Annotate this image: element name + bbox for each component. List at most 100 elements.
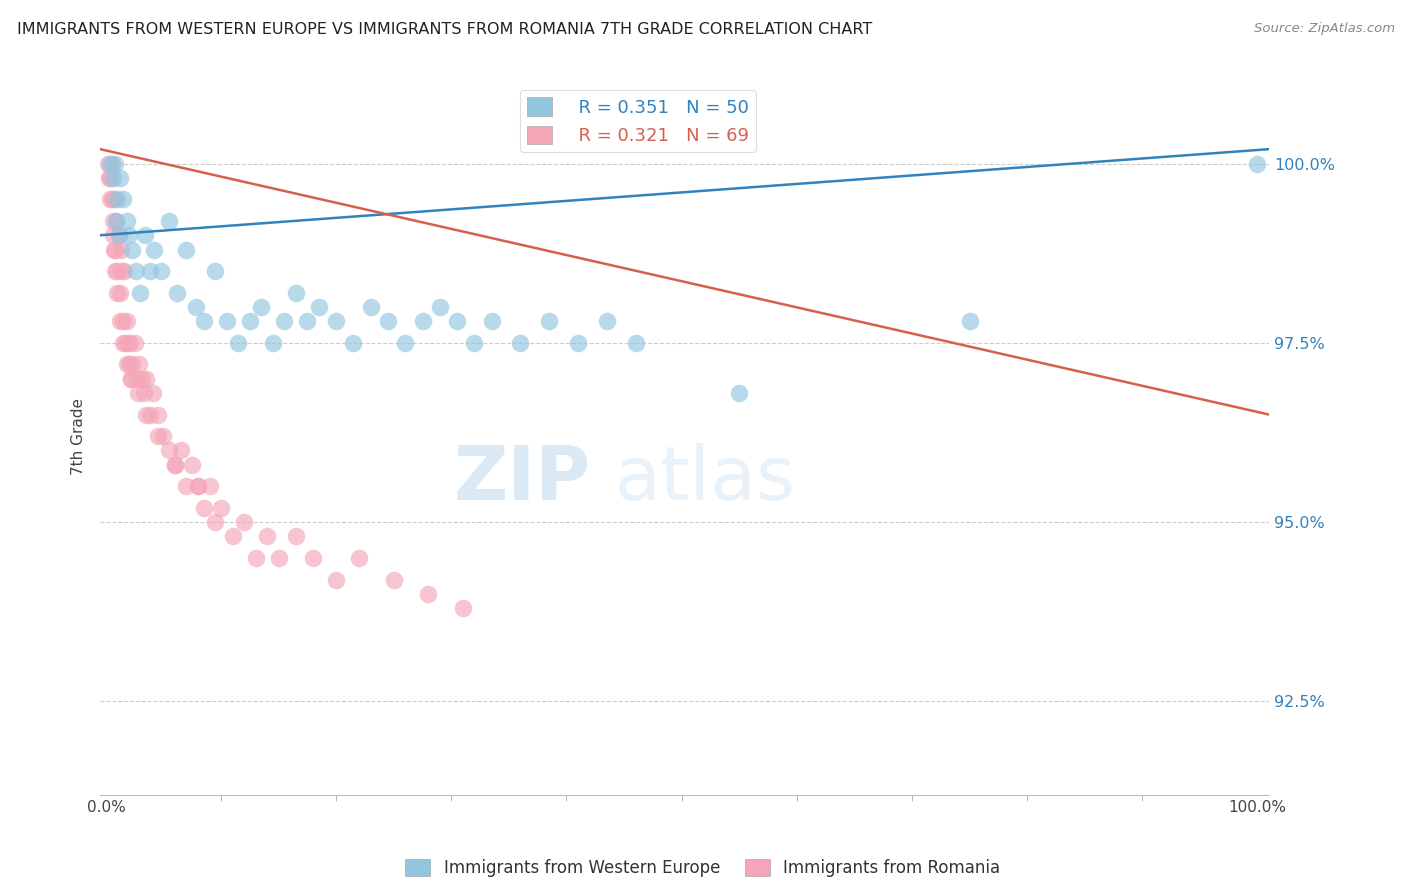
Point: [176, 243, 198, 257]
Point: [187, 479, 209, 493]
Point: [209, 500, 232, 515]
Point: [132, 386, 155, 401]
Point: [118, 228, 141, 243]
Point: [204, 264, 226, 278]
Legend:   R = 0.351   N = 50,   R = 0.321   N = 69: R = 0.351 N = 50, R = 0.321 N = 69: [520, 90, 756, 153]
Point: [221, 529, 243, 543]
Point: [624, 335, 647, 350]
Text: IMMIGRANTS FROM WESTERN EUROPE VS IMMIGRANTS FROM ROMANIA 7TH GRADE CORRELATION : IMMIGRANTS FROM WESTERN EUROPE VS IMMIGR…: [17, 22, 872, 37]
Point: [121, 357, 143, 371]
Point: [250, 300, 273, 314]
Point: [152, 429, 174, 443]
Point: [107, 228, 129, 243]
Point: [131, 372, 153, 386]
Point: [567, 335, 589, 350]
Point: [184, 300, 207, 314]
Point: [110, 243, 132, 257]
Point: [100, 193, 122, 207]
Point: [101, 170, 124, 185]
Point: [129, 285, 152, 300]
Point: [135, 408, 157, 422]
Point: [233, 515, 256, 529]
Point: [125, 264, 148, 278]
Point: [360, 300, 382, 314]
Point: [382, 573, 405, 587]
Point: [226, 335, 249, 350]
Point: [115, 314, 138, 328]
Point: [107, 264, 129, 278]
Point: [481, 314, 503, 328]
Text: ZIP: ZIP: [454, 442, 591, 516]
Point: [100, 156, 122, 170]
Point: [429, 300, 451, 314]
Point: [256, 529, 278, 543]
Point: [114, 335, 136, 350]
Point: [538, 314, 561, 328]
Point: [347, 551, 370, 566]
Point: [394, 335, 416, 350]
Point: [101, 228, 124, 243]
Point: [150, 264, 173, 278]
Point: [959, 314, 981, 328]
Point: [120, 335, 142, 350]
Point: [267, 551, 290, 566]
Point: [187, 479, 209, 493]
Text: Source: ZipAtlas.com: Source: ZipAtlas.com: [1254, 22, 1395, 36]
Point: [112, 335, 135, 350]
Point: [100, 193, 122, 207]
Legend: Immigrants from Western Europe, Immigrants from Romania: Immigrants from Western Europe, Immigran…: [399, 852, 1007, 884]
Point: [112, 314, 135, 328]
Y-axis label: 7th Grade: 7th Grade: [72, 398, 86, 475]
Point: [104, 243, 127, 257]
Point: [342, 335, 364, 350]
Point: [146, 408, 169, 422]
Point: [120, 372, 142, 386]
Point: [198, 479, 221, 493]
Point: [239, 314, 262, 328]
Point: [125, 372, 148, 386]
Point: [111, 264, 134, 278]
Point: [105, 214, 128, 228]
Point: [215, 314, 238, 328]
Point: [121, 243, 143, 257]
Point: [181, 458, 204, 472]
Point: [107, 228, 129, 243]
Point: [284, 529, 307, 543]
Point: [245, 551, 267, 566]
Point: [117, 335, 139, 350]
Point: [128, 357, 150, 371]
Point: [509, 335, 531, 350]
Point: [127, 386, 149, 401]
Point: [118, 357, 141, 371]
Point: [104, 156, 127, 170]
Point: [107, 285, 129, 300]
Point: [104, 264, 127, 278]
Point: [163, 458, 186, 472]
Point: [166, 285, 188, 300]
Point: [446, 314, 468, 328]
Point: [176, 479, 198, 493]
Point: [108, 314, 131, 328]
Point: [308, 300, 330, 314]
Point: [170, 443, 193, 458]
Point: [103, 193, 125, 207]
Point: [138, 408, 160, 422]
Point: [112, 264, 135, 278]
Point: [103, 243, 125, 257]
Point: [143, 243, 166, 257]
Point: [100, 170, 122, 185]
Point: [146, 429, 169, 443]
Point: [451, 601, 474, 615]
Point: [302, 551, 325, 566]
Point: [98, 170, 121, 185]
Point: [135, 372, 157, 386]
Point: [108, 170, 131, 185]
Point: [204, 515, 226, 529]
Point: [463, 335, 485, 350]
Point: [120, 372, 142, 386]
Point: [101, 214, 124, 228]
Point: [97, 156, 120, 170]
Point: [163, 458, 186, 472]
Text: atlas: atlas: [614, 442, 796, 516]
Point: [284, 285, 307, 300]
